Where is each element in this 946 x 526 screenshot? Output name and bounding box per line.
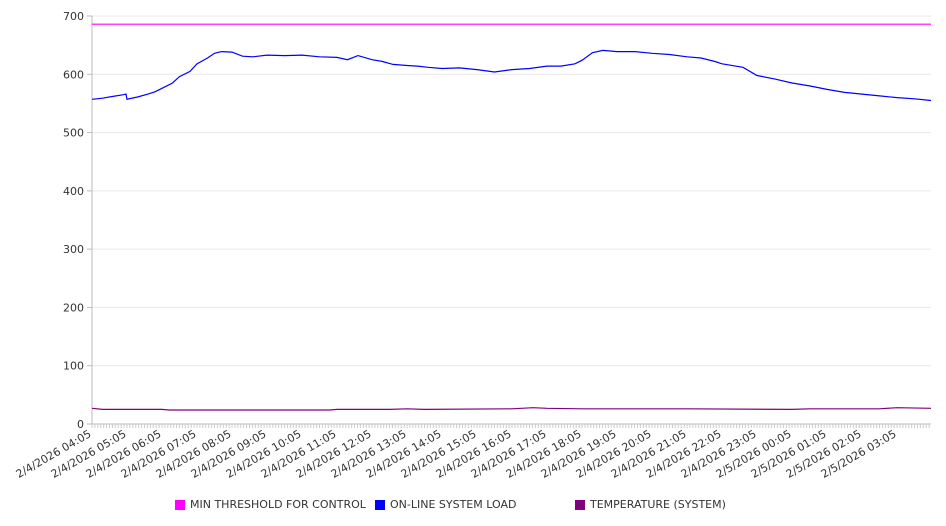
legend-swatch (175, 499, 185, 510)
legend-item-threshold[interactable]: MIN THRESHOLD FOR CONTROL (175, 498, 366, 511)
legend: MIN THRESHOLD FOR CONTROL ON-LINE SYSTEM… (0, 498, 946, 514)
legend-label: TEMPERATURE (SYSTEM) (590, 498, 726, 511)
y-tick-label: 400 (63, 185, 84, 198)
legend-label: MIN THRESHOLD FOR CONTROL (190, 498, 366, 511)
legend-item-temperature[interactable]: TEMPERATURE (SYSTEM) (575, 498, 726, 511)
y-tick-label: 700 (63, 10, 84, 23)
series-line-1 (91, 49, 932, 102)
legend-item-load[interactable]: ON-LINE SYSTEM LOAD (375, 498, 516, 511)
y-tick-label: 100 (63, 360, 84, 373)
y-tick-label: 300 (63, 243, 84, 256)
legend-label: ON-LINE SYSTEM LOAD (390, 498, 517, 511)
y-tick-label: 500 (63, 127, 84, 140)
series-line-2 (91, 407, 932, 411)
y-tick-label: 600 (63, 68, 84, 81)
y-tick-label: 0 (77, 418, 84, 431)
y-tick-label: 200 (63, 301, 84, 314)
legend-swatch (375, 499, 385, 510)
legend-swatch (575, 499, 585, 510)
